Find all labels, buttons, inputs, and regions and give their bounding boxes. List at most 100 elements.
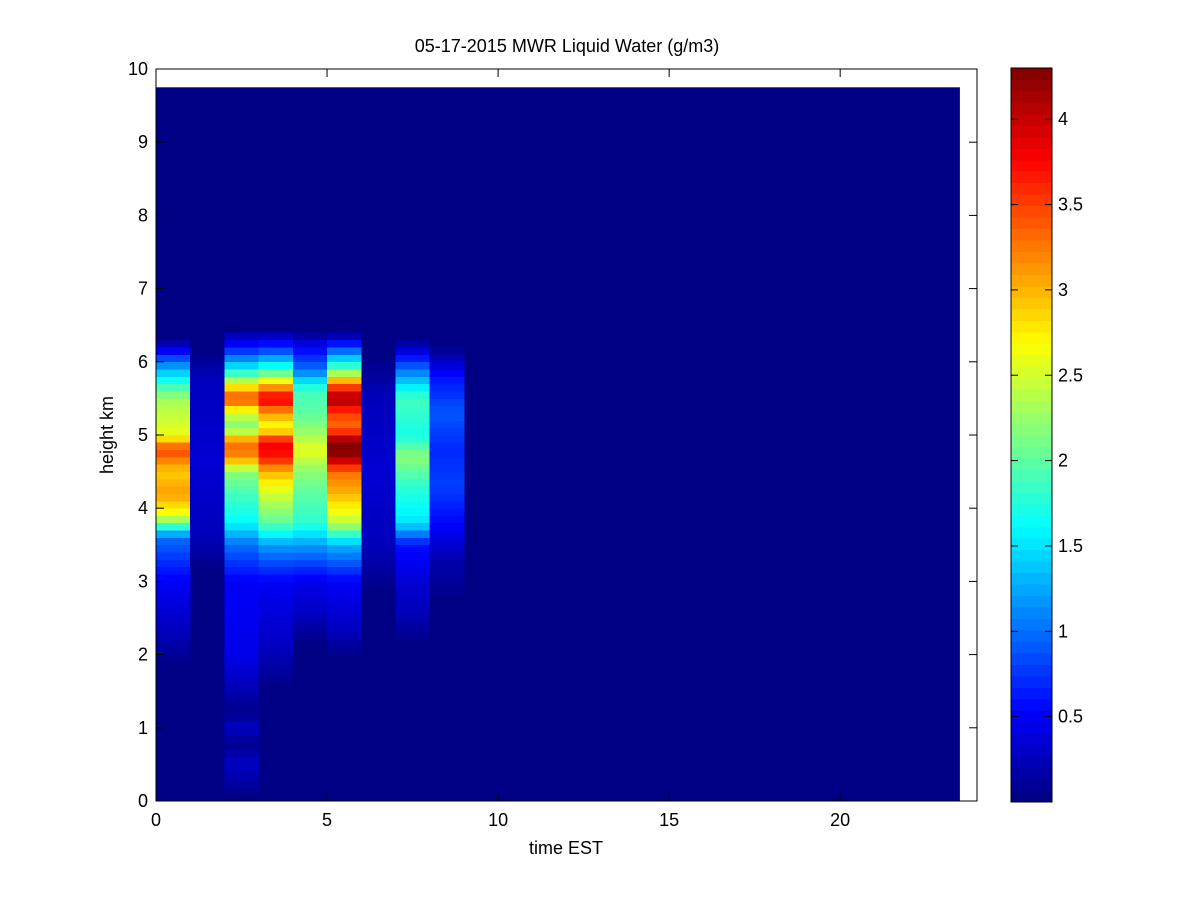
heatmap-cell (258, 369, 294, 377)
heatmap-cell (327, 435, 362, 443)
colorbar-segment (1011, 721, 1052, 734)
heatmap-cell (327, 515, 362, 524)
heatmap-cell (327, 500, 362, 509)
heatmap-cell (361, 391, 396, 399)
heatmap-cell (395, 354, 431, 363)
heatmap-cell (258, 427, 294, 436)
heatmap-cell (156, 515, 191, 524)
heatmap-cell (292, 500, 328, 509)
heatmap-cell (429, 500, 465, 509)
heatmap-cell (224, 552, 260, 560)
heatmap-cell (327, 464, 362, 472)
heatmap-cells (156, 87, 960, 802)
heatmap-cell (361, 369, 396, 377)
heatmap-cell (224, 676, 260, 685)
colorbar-segment (1011, 308, 1052, 321)
heatmap-cell (156, 427, 191, 436)
heatmap-cell (190, 369, 225, 377)
colorbar-segment (1011, 549, 1052, 562)
heatmap-cell (190, 405, 225, 414)
heatmap-cell (258, 574, 294, 582)
heatmap-cell (395, 398, 431, 407)
colorbar: 0.5 1 1.5 2 2.5 3 3.5 4 (1010, 67, 1083, 803)
heatmap-cell (258, 603, 294, 612)
heatmap-cell (292, 581, 328, 590)
heatmap-cell (258, 566, 294, 575)
heatmap-cell (327, 427, 362, 436)
heatmap-cell (258, 449, 294, 458)
heatmap-cell (429, 537, 465, 546)
heatmap-cell (224, 347, 260, 355)
heatmap-cell (327, 544, 362, 553)
heatmap-cell (258, 610, 294, 619)
colorbar-segment (1011, 618, 1052, 631)
heatmap-cell (361, 456, 396, 465)
heatmap-cell (156, 413, 191, 421)
heatmap-cell (361, 559, 396, 568)
colorbar-tick-label: 1 (1058, 621, 1068, 641)
heatmap-cell (156, 522, 191, 531)
heatmap-cell (327, 581, 362, 590)
heatmap-cell (292, 574, 328, 582)
heatmap-cell (429, 493, 465, 502)
heatmap-cell (190, 435, 225, 443)
heatmap-cell (258, 654, 294, 663)
heatmap-cell (258, 515, 294, 524)
heatmap-cell (190, 456, 225, 465)
heatmap-cell (224, 427, 260, 436)
heatmap-cell (292, 347, 328, 355)
heatmap-cell (327, 405, 362, 414)
colorbar-tick-label: 2.5 (1058, 365, 1083, 385)
colorbar-frame (1010, 67, 1053, 803)
heatmap-cell (327, 383, 362, 392)
heatmap-cell (156, 647, 191, 655)
colorbar-segment (1011, 790, 1052, 803)
y-axis-label: height km (97, 396, 117, 474)
heatmap-cell (292, 493, 328, 502)
heatmap-cell (292, 376, 328, 385)
heatmap-cell (395, 632, 431, 641)
heatmap-cell (190, 500, 225, 509)
heatmap-cell (190, 478, 225, 487)
heatmap-cell (190, 559, 225, 568)
heatmap-cell (429, 515, 465, 524)
y-tick-label: 5 (138, 425, 148, 445)
heatmap-cell (258, 332, 294, 341)
heatmap-cell (190, 391, 225, 399)
heatmap-cell (395, 618, 431, 626)
heatmap-cell (429, 581, 465, 590)
heatmap-cell (395, 405, 431, 414)
heatmap-cell (224, 588, 260, 597)
heatmap-cell (395, 574, 431, 582)
heatmap-cell (292, 625, 328, 634)
heatmap-cell (258, 647, 294, 655)
heatmap-cell (395, 596, 431, 604)
heatmap-cell (327, 347, 362, 355)
heatmap-cell (327, 486, 362, 494)
heatmap-cell (327, 354, 362, 363)
heatmap-cell (327, 478, 362, 487)
heatmap-cell (292, 596, 328, 604)
heatmap-cell (327, 361, 362, 370)
heatmap-cell (292, 522, 328, 531)
heatmap-cell (224, 530, 260, 538)
heatmap-cell (395, 442, 431, 451)
colorbar-segment (1011, 217, 1052, 230)
heatmap-cell (429, 413, 465, 421)
heatmap-cell (156, 471, 191, 480)
y-tick-label: 1 (138, 718, 148, 738)
heatmap-cell (292, 339, 328, 348)
heatmap-cell (156, 559, 191, 568)
heatmap-cell (190, 354, 225, 363)
colorbar-segment (1011, 285, 1052, 298)
heatmap-cell (258, 347, 294, 355)
heatmap-cell (327, 618, 362, 626)
heatmap-cell (292, 435, 328, 443)
heatmap-cell (361, 427, 396, 436)
colorbar-segment (1011, 480, 1052, 493)
colorbar-segment (1011, 182, 1052, 195)
heatmap-cell (292, 361, 328, 370)
heatmap-cell (429, 369, 465, 377)
heatmap-cell (327, 566, 362, 575)
heatmap-cell (258, 361, 294, 370)
